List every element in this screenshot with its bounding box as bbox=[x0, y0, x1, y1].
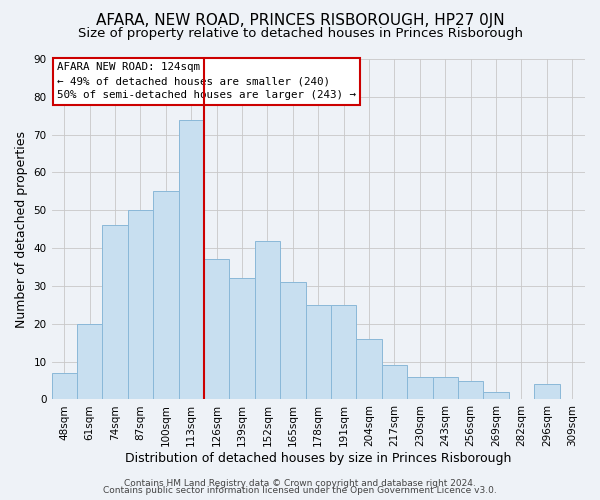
Text: AFARA NEW ROAD: 124sqm
← 49% of detached houses are smaller (240)
50% of semi-de: AFARA NEW ROAD: 124sqm ← 49% of detached… bbox=[57, 62, 356, 100]
Bar bbox=[179, 120, 204, 400]
Text: AFARA, NEW ROAD, PRINCES RISBOROUGH, HP27 0JN: AFARA, NEW ROAD, PRINCES RISBOROUGH, HP2… bbox=[95, 12, 505, 28]
Bar bbox=[484, 392, 509, 400]
X-axis label: Distribution of detached houses by size in Princes Risborough: Distribution of detached houses by size … bbox=[125, 452, 511, 465]
Bar bbox=[407, 377, 433, 400]
Bar bbox=[305, 305, 331, 400]
Bar bbox=[331, 305, 356, 400]
Bar bbox=[255, 240, 280, 400]
Bar bbox=[433, 377, 458, 400]
Y-axis label: Number of detached properties: Number of detached properties bbox=[15, 130, 28, 328]
Bar bbox=[382, 366, 407, 400]
Bar bbox=[153, 192, 179, 400]
Bar bbox=[280, 282, 305, 400]
Bar bbox=[229, 278, 255, 400]
Bar bbox=[204, 260, 229, 400]
Bar bbox=[356, 339, 382, 400]
Bar bbox=[77, 324, 103, 400]
Bar bbox=[103, 226, 128, 400]
Bar bbox=[52, 373, 77, 400]
Bar bbox=[534, 384, 560, 400]
Text: Contains HM Land Registry data © Crown copyright and database right 2024.: Contains HM Land Registry data © Crown c… bbox=[124, 478, 476, 488]
Text: Contains public sector information licensed under the Open Government Licence v3: Contains public sector information licen… bbox=[103, 486, 497, 495]
Bar bbox=[128, 210, 153, 400]
Text: Size of property relative to detached houses in Princes Risborough: Size of property relative to detached ho… bbox=[77, 28, 523, 40]
Bar bbox=[458, 380, 484, 400]
